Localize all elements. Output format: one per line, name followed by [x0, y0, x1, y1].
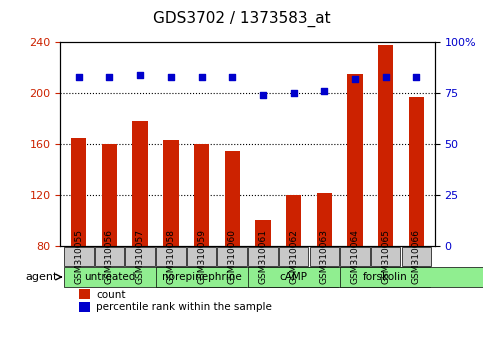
Text: GSM310058: GSM310058 [166, 229, 175, 284]
Text: GSM310066: GSM310066 [412, 229, 421, 284]
FancyBboxPatch shape [401, 247, 431, 266]
Point [106, 74, 114, 80]
FancyBboxPatch shape [64, 247, 94, 266]
FancyBboxPatch shape [64, 267, 246, 287]
FancyBboxPatch shape [248, 247, 278, 266]
Text: forskolin: forskolin [363, 272, 408, 282]
FancyBboxPatch shape [187, 247, 216, 266]
Text: GSM310063: GSM310063 [320, 229, 329, 284]
Point [75, 74, 83, 80]
Bar [79, 290, 90, 299]
Point [167, 74, 175, 80]
Point [412, 74, 420, 80]
Text: untreated: untreated [84, 272, 135, 282]
FancyBboxPatch shape [279, 247, 308, 266]
FancyBboxPatch shape [340, 267, 483, 287]
Text: GSM310059: GSM310059 [197, 229, 206, 284]
Bar [79, 302, 90, 312]
Text: agent: agent [25, 272, 57, 282]
Bar [71, 138, 86, 348]
FancyBboxPatch shape [126, 247, 155, 266]
Bar [378, 45, 393, 348]
Bar [225, 150, 240, 348]
Point [228, 74, 236, 80]
Text: GSM310061: GSM310061 [258, 229, 268, 284]
Bar [347, 74, 363, 348]
Point [198, 74, 205, 80]
FancyBboxPatch shape [95, 247, 124, 266]
Bar [255, 221, 270, 348]
Point [290, 91, 298, 96]
FancyBboxPatch shape [156, 267, 338, 287]
Point [351, 76, 359, 82]
Text: count: count [96, 290, 126, 299]
Bar [316, 193, 332, 348]
Bar [286, 195, 301, 348]
Point [259, 92, 267, 98]
Point [136, 72, 144, 78]
Bar [163, 141, 179, 348]
FancyBboxPatch shape [340, 247, 369, 266]
Bar [409, 97, 424, 348]
Text: GSM310064: GSM310064 [351, 229, 359, 284]
Text: GSM310057: GSM310057 [136, 229, 144, 284]
Text: GDS3702 / 1373583_at: GDS3702 / 1373583_at [153, 11, 330, 27]
FancyBboxPatch shape [217, 247, 247, 266]
Text: GSM310055: GSM310055 [74, 229, 83, 284]
Point [382, 74, 389, 80]
FancyBboxPatch shape [248, 267, 430, 287]
Bar [102, 144, 117, 348]
FancyBboxPatch shape [371, 247, 400, 266]
Point [320, 88, 328, 94]
Text: cAMP: cAMP [280, 272, 308, 282]
FancyBboxPatch shape [156, 247, 185, 266]
Text: percentile rank within the sample: percentile rank within the sample [96, 302, 272, 312]
Text: GSM310056: GSM310056 [105, 229, 114, 284]
Text: norepinephrine: norepinephrine [162, 272, 242, 282]
Bar [194, 144, 209, 348]
Text: GSM310060: GSM310060 [227, 229, 237, 284]
Bar [132, 121, 148, 348]
Text: GSM310065: GSM310065 [381, 229, 390, 284]
Text: GSM310062: GSM310062 [289, 229, 298, 284]
FancyBboxPatch shape [310, 247, 339, 266]
